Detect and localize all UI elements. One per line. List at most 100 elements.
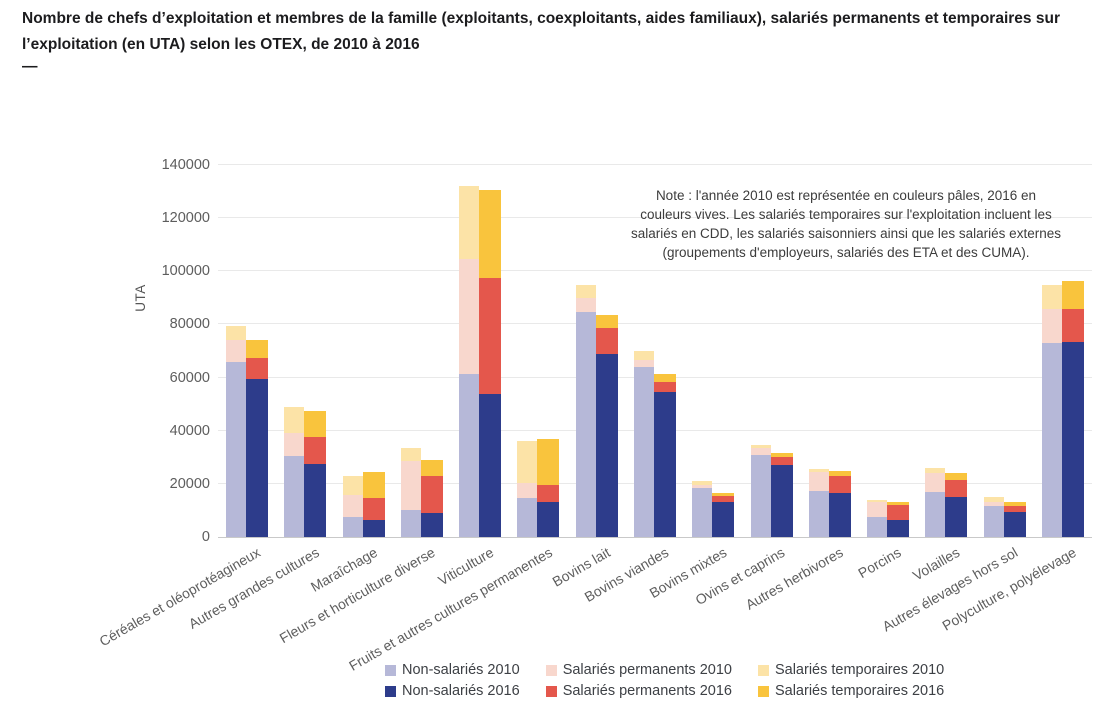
bar-group: Fruits et autres cultures permanentes (346, 165, 567, 674)
bar-segment (459, 259, 480, 374)
bar-segment (887, 519, 910, 537)
bar-segment (226, 340, 247, 362)
bar-segment (712, 493, 735, 496)
bar-segment (1041, 284, 1062, 309)
bar-segment (887, 505, 910, 520)
bar-2016 (479, 165, 502, 537)
bar-2016 (945, 165, 968, 537)
bar-segment (1061, 280, 1084, 309)
legend-swatch (545, 685, 557, 697)
bar-segment (750, 454, 771, 537)
bar-segment (692, 485, 713, 488)
bar-segment (712, 502, 735, 537)
bar-2016 (246, 165, 269, 537)
bar-segment (226, 361, 247, 537)
bar-segment (362, 519, 385, 537)
bar-segment (537, 438, 560, 486)
bar-segment (575, 297, 596, 313)
bar-segment (226, 325, 247, 341)
bar-segment (653, 392, 676, 537)
bar-segment (945, 473, 968, 480)
chart-note: Note : l'année 2010 est représentée en c… (631, 188, 1061, 261)
bar-segment (1041, 343, 1062, 537)
bar-group: Volailles (910, 165, 975, 584)
bar-segment (400, 510, 421, 537)
legend-swatch (757, 664, 769, 676)
bar-group: Ovins et caprins (693, 165, 800, 608)
gridline (218, 323, 1092, 325)
bar-2010 (342, 165, 363, 537)
bar-2016 (828, 165, 851, 537)
bar-segment (284, 455, 305, 537)
bar-2016 (770, 165, 793, 537)
y-axis-ticks: 0 20000 40000 60000 80000 100000 120000 140000 (106, 157, 210, 545)
bar-segment (595, 315, 618, 329)
bar-segment (887, 502, 910, 506)
bar-segment (770, 453, 793, 458)
bar-segment (284, 433, 305, 456)
bar-segment (246, 357, 269, 379)
bar-2010 (517, 165, 538, 537)
bar-segment (750, 445, 771, 448)
bar-segment (828, 470, 851, 476)
y-tick-label: 40000 (169, 422, 210, 439)
bar-segment (420, 459, 443, 476)
bar-segment (925, 473, 946, 492)
bar-segment (537, 485, 560, 503)
bar-group: Autres grandes cultures (185, 165, 334, 632)
bar-pair (459, 165, 502, 537)
bar-segment (400, 461, 421, 511)
legend-label: Non-salariés 2010 (402, 662, 520, 678)
legend-swatch (385, 685, 396, 697)
bar-group: Autres élevages hors sol (880, 165, 1033, 635)
bar-2010 (1041, 165, 1062, 537)
bar-pair (692, 165, 735, 537)
legend-swatch (385, 664, 396, 676)
bar-segment (246, 378, 269, 537)
title-dash: — (22, 58, 38, 76)
bar-2016 (887, 165, 910, 537)
bar-group: Bovins mixtes (646, 165, 742, 601)
gridline (218, 217, 1092, 219)
bar-segment (945, 497, 968, 537)
bar-segment (750, 448, 771, 455)
bar-pair (750, 165, 793, 537)
bar-pair (342, 165, 385, 537)
x-axis-label: Autres herbivores (742, 544, 846, 613)
bar-segment (400, 448, 421, 462)
bar-segment (1041, 308, 1062, 344)
bar-segment (653, 381, 676, 393)
x-axis-label: Porcins (855, 544, 905, 582)
bar-segment (342, 475, 363, 495)
bar-segment (828, 475, 851, 494)
legend-item: Non-salariés 2016 (385, 683, 520, 699)
bar-2010 (575, 165, 596, 537)
bar-2016 (304, 165, 327, 537)
bar-segment (1003, 502, 1026, 507)
bar-pair (517, 165, 560, 537)
y-tick-label: 100000 (161, 263, 210, 280)
bar-pair (925, 165, 968, 537)
y-tick-label: 60000 (169, 369, 210, 386)
bar-2016 (712, 165, 735, 537)
bar-2010 (867, 165, 888, 537)
bar-group: Viticulture (435, 165, 509, 588)
bar-segment (983, 506, 1004, 537)
bar-segment (867, 517, 888, 537)
bar-2016 (420, 165, 443, 537)
bar-group: Fleurs et horticulture diverse (277, 165, 451, 646)
bar-segment (342, 494, 363, 518)
bar-pair (808, 165, 851, 537)
x-axis-label: Fruits et autres cultures permanentes (345, 544, 555, 674)
bar-segment (479, 277, 502, 394)
bar-pair (400, 165, 443, 537)
bar-segment (284, 406, 305, 434)
bar-pair (284, 165, 327, 537)
bar-segment (983, 497, 1004, 503)
bar-segment (808, 469, 829, 472)
bar-2010 (808, 165, 829, 537)
title-block: Nombre de chefs d’exploitation et membre… (22, 6, 1102, 75)
bar-segment (517, 498, 538, 537)
bar-segment (459, 373, 480, 537)
bar-segment (633, 366, 654, 537)
